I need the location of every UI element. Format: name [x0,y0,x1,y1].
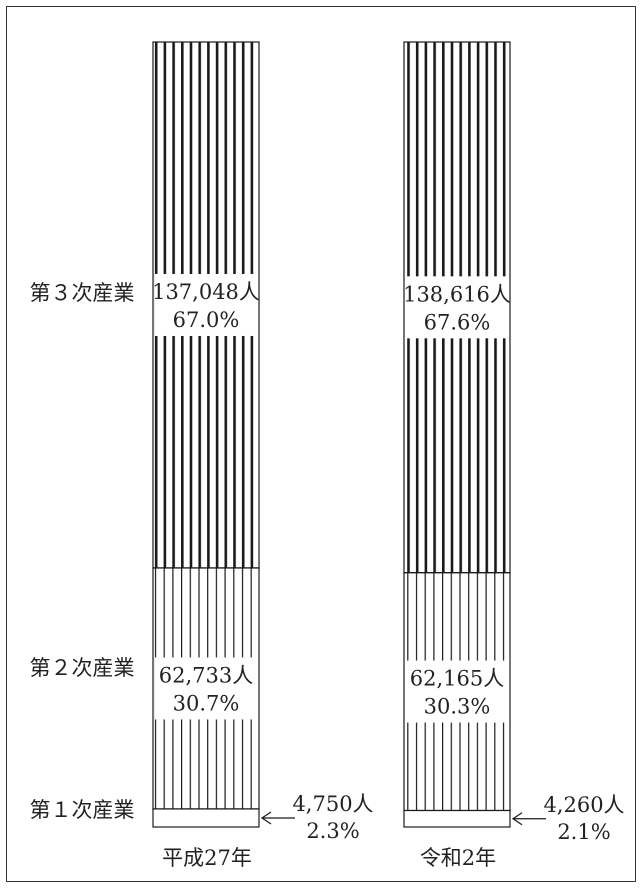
pct-label-tertiary-1: 67.6% [424,310,491,334]
category-label-0: 平成27年 [162,846,252,870]
pointer-arrow-head-1 [511,812,523,826]
bar-segment-primary-0 [152,808,260,828]
count-label-secondary-1: 62,165人 [410,667,504,691]
count-label-tertiary-0: 137,048人 [152,280,260,304]
count-label-tertiary-1: 138,616人 [403,282,511,306]
count-label-primary-0: 4,750人 [292,792,373,816]
series-label-tertiary: 第３次産業 [30,281,135,305]
value-label-bg-secondary-1 [406,660,508,723]
bar-segment-primary-1 [403,809,511,828]
series-label-secondary: 第２次産業 [30,656,135,680]
labels-layer: 137,048人 67.0% 62,733人 30.7% 4,750人 2.3% 138,6… [152,273,625,844]
count-label-primary-1: 4,260人 [543,793,624,817]
chart-frame: 137,048人 67.0% 62,733人 30.7% 4,750人 2.3% 138,6… [6,6,636,882]
category-label-1: 令和2年 [420,846,496,870]
pct-label-primary-0: 2.3% [306,819,359,843]
value-label-bg-secondary-0 [155,657,257,720]
count-label-secondary-0: 62,733人 [159,663,253,687]
pct-label-secondary-0: 30.7% [173,691,240,715]
series-label-primary: 第１次産業 [30,798,135,822]
pct-label-primary-1: 2.1% [557,820,610,844]
value-label-bg-tertiary-0 [155,273,257,336]
pointer-arrow-head-0 [260,811,272,825]
pct-label-secondary-1: 30.3% [424,695,491,719]
stacked-bar-chart: 137,048人 67.0% 62,733人 30.7% 4,750人 2.3% 138,6… [30,41,625,870]
value-label-bg-tertiary-1 [406,276,508,339]
pct-label-tertiary-0: 67.0% [173,308,240,332]
